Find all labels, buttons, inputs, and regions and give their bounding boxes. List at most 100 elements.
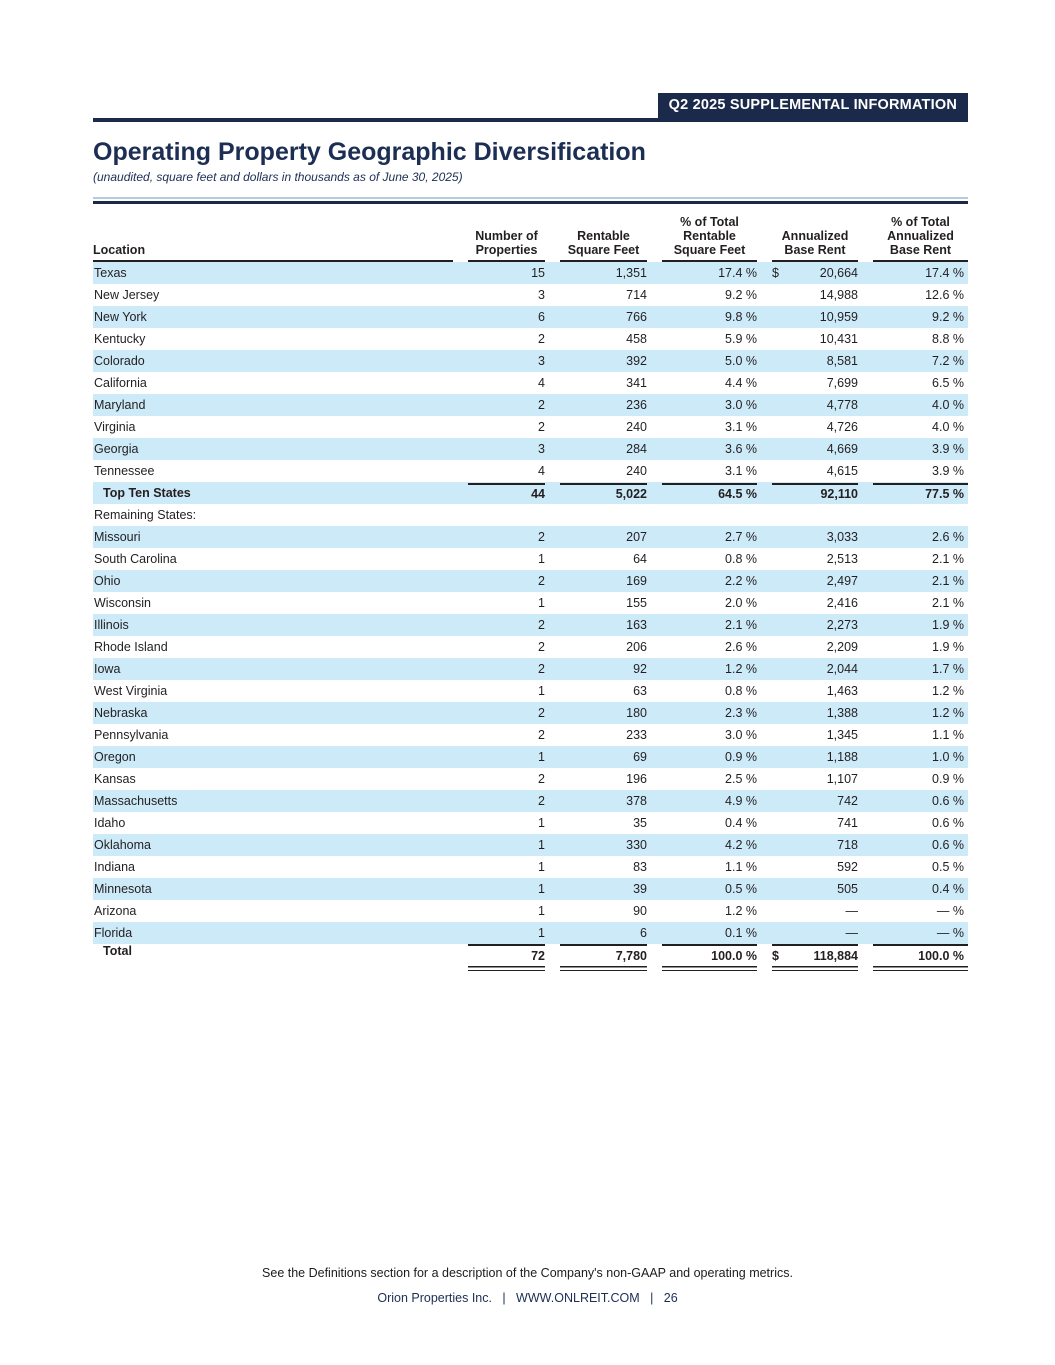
table-top-rule [93, 197, 968, 204]
cell-value: 2 [538, 530, 545, 544]
row-location-label: Georgia [93, 438, 453, 460]
cell-value: 1.0 % [932, 750, 964, 764]
table-row: Colorado 3 392 5.0 % 8,581 7.2 % [93, 350, 968, 372]
row-cell-pct-annualized-base-rent: 0.5 % [858, 856, 968, 878]
row-cell-number-of-properties: 2 [453, 724, 545, 746]
table-row: Top Ten States 44 5,022 64.5 % 92,110 77.5 % [93, 482, 968, 504]
row-cell-number-of-properties: 3 [453, 438, 545, 460]
row-cell-pct-rentable-square-feet: 17.4 % [647, 262, 757, 284]
cell-value: 2.6 % [725, 640, 757, 654]
cell-value: 0.9 % [932, 772, 964, 786]
row-location-label: Minnesota [93, 878, 453, 900]
row-location-label: Pennsylvania [94, 728, 169, 742]
row-cell-annualized-base-rent [757, 504, 858, 526]
row-location-label: South Carolina [94, 552, 177, 566]
cell-value: 17.4 % [718, 266, 757, 280]
row-cell-pct-rentable-square-feet: 2.7 % [647, 526, 757, 548]
table-row: Total 72 7,780 100.0 % $118,884 100.0 % [93, 944, 968, 972]
table-row: California 4 341 4.4 % 7,699 6.5 % [93, 372, 968, 394]
cell-value: 1,351 [615, 266, 647, 280]
cell-value: 8,581 [826, 354, 858, 368]
cell-value: 12.6 % [925, 288, 964, 302]
row-cell-pct-rentable-square-feet: 2.3 % [647, 702, 757, 724]
row-cell-annualized-base-rent: 505 [757, 878, 858, 900]
page-subtitle: (unaudited, square feet and dollars in t… [93, 170, 463, 184]
row-cell-pct-annualized-base-rent: 2.1 % [858, 592, 968, 614]
row-location-label: Oklahoma [93, 834, 453, 856]
table-row: Remaining States: [93, 504, 968, 526]
cell-value: 1,107 [826, 772, 858, 786]
cell-value: 100.0 % [873, 944, 968, 971]
cell-value: 1,188 [826, 750, 858, 764]
cell-value: 1 [538, 904, 545, 918]
row-location-label: Kentucky [94, 332, 146, 346]
row-cell-number-of-properties: 3 [453, 284, 545, 306]
cell-value: 341 [626, 376, 647, 390]
cell-value: 2 [538, 332, 545, 346]
row-cell-rentable-square-feet: 330 [545, 834, 647, 856]
row-cell-rentable-square-feet: 714 [545, 284, 647, 306]
table-row: Massachusetts 2 378 4.9 % 742 0.6 % [93, 790, 968, 812]
row-cell-pct-rentable-square-feet: 4.2 % [647, 834, 757, 856]
row-cell-annualized-base-rent: $20,664 [757, 262, 858, 284]
cell-value: 240 [626, 464, 647, 478]
row-cell-annualized-base-rent: 4,726 [757, 416, 858, 438]
row-cell-number-of-properties: 2 [453, 570, 545, 592]
row-cell-annualized-base-rent: 2,209 [757, 636, 858, 658]
cell-value: 20,664 [819, 266, 858, 280]
cell-value: 100.0 % [662, 944, 757, 971]
row-cell-pct-rentable-square-feet: 2.0 % [647, 592, 757, 614]
cell-value: 1,345 [826, 728, 858, 742]
row-cell-rentable-square-feet: 7,780 [545, 944, 647, 972]
cell-value: 63 [633, 684, 647, 698]
row-cell-rentable-square-feet: 155 [545, 592, 647, 614]
row-cell-annualized-base-rent: 1,345 [757, 724, 858, 746]
row-cell-pct-rentable-square-feet: 0.9 % [647, 746, 757, 768]
cell-value: 0.6 % [932, 794, 964, 808]
cell-value: 0.8 % [725, 684, 757, 698]
cell-value: 39 [633, 882, 647, 896]
cell-value: 6 [640, 926, 647, 940]
row-cell-pct-rentable-square-feet: 3.0 % [647, 394, 757, 416]
row-cell-annualized-base-rent: 1,463 [757, 680, 858, 702]
cell-value: 3.0 % [725, 398, 757, 412]
row-cell-pct-annualized-base-rent: 17.4 % [858, 262, 968, 284]
table-row: Missouri 2 207 2.7 % 3,033 2.6 % [93, 526, 968, 548]
cell-value: 83 [633, 860, 647, 874]
cell-value: 2 [538, 772, 545, 786]
row-cell-pct-annualized-base-rent: 0.6 % [858, 790, 968, 812]
cell-value: 1.2 % [725, 662, 757, 676]
cell-value: 64 [633, 552, 647, 566]
row-cell-pct-rentable-square-feet: 3.1 % [647, 460, 757, 482]
row-cell-pct-annualized-base-rent: — % [858, 922, 968, 944]
row-cell-rentable-square-feet: 5,022 [545, 482, 647, 504]
table-row: Tennessee 4 240 3.1 % 4,615 3.9 % [93, 460, 968, 482]
column-header-pct-total-annualized-base-rent: % of Total Annualized Base Rent [858, 204, 968, 262]
row-cell-rentable-square-feet: 6 [545, 922, 647, 944]
row-cell-number-of-properties: 2 [453, 790, 545, 812]
cell-value: 1.2 % [725, 904, 757, 918]
table-row: Wisconsin 1 155 2.0 % 2,416 2.1 % [93, 592, 968, 614]
row-cell-annualized-base-rent: 10,431 [757, 328, 858, 350]
row-cell-rentable-square-feet: 163 [545, 614, 647, 636]
cell-value: 2 [538, 398, 545, 412]
cell-value: 3.0 % [725, 728, 757, 742]
table-row: Florida 1 6 0.1 % — — % [93, 922, 968, 944]
row-cell-pct-rentable-square-feet: 0.1 % [647, 922, 757, 944]
row-location-label: Massachusetts [93, 790, 453, 812]
row-location-label: Wisconsin [94, 596, 151, 610]
cell-value: 6.5 % [932, 376, 964, 390]
table-body: Texas 15 1,351 17.4 % $20,664 17.4 % New Jerse… [93, 262, 968, 972]
table-row: Illinois 2 163 2.1 % 2,273 1.9 % [93, 614, 968, 636]
cell-value: 8.8 % [932, 332, 964, 346]
cell-value: 2.3 % [725, 706, 757, 720]
cell-value: 1.1 % [932, 728, 964, 742]
row-location-label: New Jersey [94, 288, 160, 302]
cell-value: 196 [626, 772, 647, 786]
row-cell-annualized-base-rent: — [757, 922, 858, 944]
cell-value: 1 [538, 926, 545, 940]
cell-value: 5.9 % [725, 332, 757, 346]
row-cell-pct-annualized-base-rent: 2.6 % [858, 526, 968, 548]
cell-value: 2.1 % [932, 596, 964, 610]
